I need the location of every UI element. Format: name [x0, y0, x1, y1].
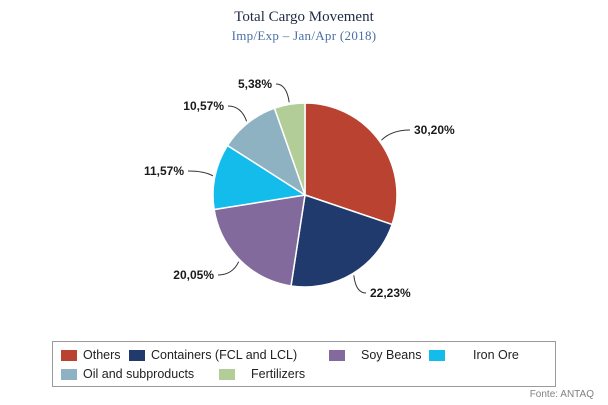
pie-slice-soy-beans	[213, 194, 306, 287]
leader-line-soy-beans	[217, 261, 240, 276]
pie-slice-containers	[290, 194, 394, 288]
data-label-others: 30,20%	[414, 123, 455, 137]
legend-item-soy-beans: Soy Beans	[329, 347, 421, 363]
chart-legend: Others Containers (FCL and LCL) Soy Bean…	[52, 341, 556, 387]
data-label-fertilizers: 5,38%	[238, 77, 272, 91]
source-note: Fonte: ANTAQ	[529, 389, 594, 400]
legend-label-others: Others	[83, 348, 121, 362]
legend-label-soy-beans: Soy Beans	[361, 348, 422, 362]
leader-line-oil	[227, 105, 248, 122]
legend-swatch-containers	[129, 349, 145, 361]
legend-swatch-oil	[61, 368, 77, 380]
data-label-oil: 10,57%	[183, 99, 224, 113]
legend-item-oil: Oil and subproducts	[61, 366, 194, 382]
data-label-iron-ore: 11,57%	[144, 164, 184, 178]
legend-label-oil: Oil and subproducts	[83, 367, 195, 381]
chart-subtitle: Imp/Exp – Jan/Apr (2018)	[231, 28, 377, 43]
legend-label-containers: Containers (FCL and LCL)	[151, 348, 298, 362]
legend-label-iron-ore: Iron Ore	[473, 348, 519, 362]
pie-chart: 30,20% 22,23% 20,05% 11,57% 10,57% 5,38%	[144, 77, 455, 300]
legend-item-others: Others	[61, 347, 121, 363]
leader-line-others	[381, 129, 411, 141]
leader-line-fertilizers	[275, 83, 290, 103]
pie-slice-others	[304, 102, 398, 226]
chart-title: Total Cargo Movement	[234, 9, 374, 25]
leader-line-containers	[353, 275, 367, 294]
legend-label-fertilizers: Fertilizers	[251, 367, 306, 381]
pie-slice-fertilizers	[273, 102, 306, 196]
legend-swatch-soy-beans	[329, 349, 345, 361]
pie-slice-iron-ore	[212, 144, 308, 211]
legend-swatch-fertilizers	[219, 368, 235, 380]
legend-item-iron-ore: Iron Ore	[429, 347, 519, 363]
legend-item-fertilizers: Fertilizers	[219, 366, 305, 382]
legend-swatch-iron-ore	[429, 349, 445, 361]
data-label-soy-beans: 20,05%	[173, 268, 214, 282]
leader-line-iron-ore	[187, 170, 214, 177]
legend-swatch-others	[61, 349, 77, 361]
data-label-containers: 22,23%	[370, 286, 411, 300]
legend-item-containers: Containers (FCL and LCL)	[129, 347, 297, 363]
